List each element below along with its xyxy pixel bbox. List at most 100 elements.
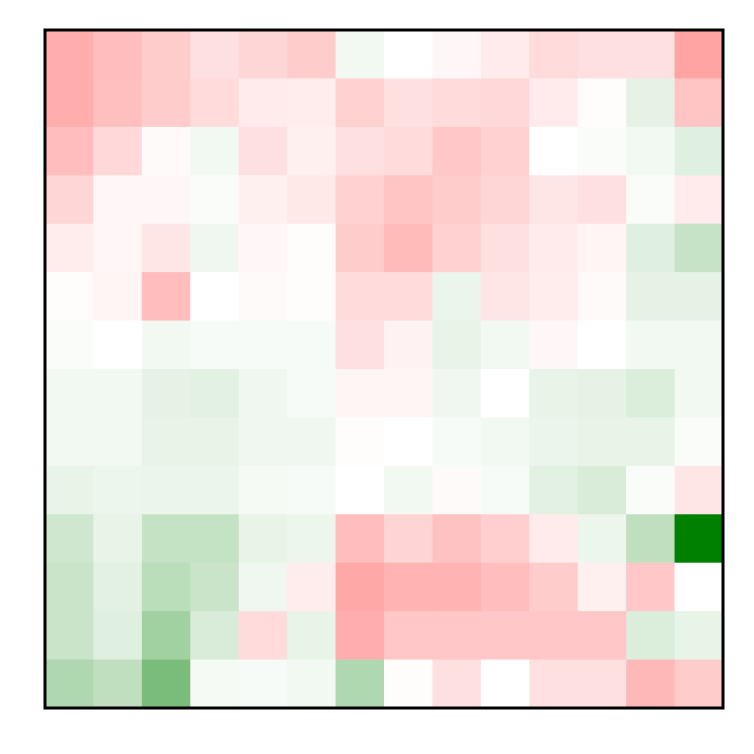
heatmap-cell-r13-c2 (141, 659, 191, 709)
heatmap-cell-r3-c2 (141, 175, 191, 225)
heatmap-cell-r10-c9 (480, 514, 530, 564)
heatmap-cell-r7-c1 (93, 369, 143, 419)
heatmap-cell-r3-c4 (238, 175, 288, 225)
heatmap-cells (45, 30, 724, 709)
heatmap-cell-r12-c6 (335, 611, 385, 661)
heatmap-cell-r11-c12 (626, 562, 676, 612)
heatmap-cell-r0-c5 (287, 30, 337, 80)
heatmap-cell-r4-c0 (45, 223, 95, 273)
heatmap-cell-r4-c8 (432, 223, 482, 273)
heatmap-cell-r5-c0 (45, 272, 95, 322)
heatmap-cell-r10-c8 (432, 514, 482, 564)
heatmap-cell-r0-c3 (190, 30, 240, 80)
heatmap-cell-r3-c12 (626, 175, 676, 225)
heatmap-cell-r8-c10 (529, 417, 579, 467)
heatmap-cell-r11-c5 (287, 562, 337, 612)
heatmap-cell-r10-c2 (141, 514, 191, 564)
heatmap-cell-r4-c1 (93, 223, 143, 273)
heatmap-cell-r12-c9 (480, 611, 530, 661)
heatmap-cell-r2-c2 (141, 126, 191, 176)
heatmap-cell-r8-c6 (335, 417, 385, 467)
heatmap-cell-r3-c11 (577, 175, 627, 225)
heatmap-cell-r8-c9 (480, 417, 530, 467)
heatmap-cell-r6-c12 (626, 320, 676, 370)
heatmap-cell-r8-c2 (141, 417, 191, 467)
heatmap-cell-r11-c3 (190, 562, 240, 612)
heatmap-cell-r5-c11 (577, 272, 627, 322)
heatmap-cell-r8-c4 (238, 417, 288, 467)
heatmap-cell-r1-c5 (287, 78, 337, 128)
heatmap-cell-r8-c5 (287, 417, 337, 467)
heatmap-cell-r10-c3 (190, 514, 240, 564)
heatmap-cell-r8-c7 (384, 417, 434, 467)
heatmap-cell-r2-c1 (93, 126, 143, 176)
heatmap-cell-r3-c10 (529, 175, 579, 225)
heatmap-cell-r12-c10 (529, 611, 579, 661)
heatmap-cell-r3-c8 (432, 175, 482, 225)
heatmap-cell-r11-c10 (529, 562, 579, 612)
heatmap-cell-r12-c2 (141, 611, 191, 661)
heatmap-cell-r13-c10 (529, 659, 579, 709)
heatmap-cell-r4-c10 (529, 223, 579, 273)
heatmap-cell-r0-c2 (141, 30, 191, 80)
heatmap-cell-r7-c5 (287, 369, 337, 419)
heatmap-cell-r7-c6 (335, 369, 385, 419)
heatmap-cell-r0-c11 (577, 30, 627, 80)
heatmap-cell-r10-c0 (45, 514, 95, 564)
heatmap-cell-r11-c1 (93, 562, 143, 612)
heatmap-cell-r5-c5 (287, 272, 337, 322)
heatmap-cell-r9-c12 (626, 465, 676, 515)
heatmap-cell-r1-c1 (93, 78, 143, 128)
heatmap-cell-r1-c4 (238, 78, 288, 128)
heatmap-cell-r7-c12 (626, 369, 676, 419)
heatmap-cell-r4-c4 (238, 223, 288, 273)
heatmap-cell-r1-c2 (141, 78, 191, 128)
heatmap-cell-r5-c1 (93, 272, 143, 322)
heatmap-cell-r10-c12 (626, 514, 676, 564)
heatmap-cell-r11-c7 (384, 562, 434, 612)
heatmap-cell-r1-c10 (529, 78, 579, 128)
heatmap-cell-r1-c9 (480, 78, 530, 128)
heatmap-cell-r6-c8 (432, 320, 482, 370)
heatmap-cell-r12-c12 (626, 611, 676, 661)
heatmap-cell-r12-c13 (674, 611, 724, 661)
heatmap-cell-r8-c8 (432, 417, 482, 467)
heatmap-cell-r6-c9 (480, 320, 530, 370)
heatmap-cell-r4-c13 (674, 223, 724, 273)
heatmap-cell-r0-c0 (45, 30, 95, 80)
heatmap-cell-r9-c3 (190, 465, 240, 515)
heatmap-cell-r4-c12 (626, 223, 676, 273)
heatmap-cell-r1-c7 (384, 78, 434, 128)
heatmap-cell-r7-c7 (384, 369, 434, 419)
heatmap-cell-r1-c11 (577, 78, 627, 128)
heatmap-cell-r4-c9 (480, 223, 530, 273)
heatmap-cell-r0-c7 (384, 30, 434, 80)
heatmap-cell-r6-c2 (141, 320, 191, 370)
heatmap-cell-r11-c0 (45, 562, 95, 612)
heatmap-cell-r11-c6 (335, 562, 385, 612)
heatmap-cell-r0-c9 (480, 30, 530, 80)
heatmap-cell-r5-c13 (674, 272, 724, 322)
heatmap-cell-r6-c1 (93, 320, 143, 370)
heatmap-cell-r2-c3 (190, 126, 240, 176)
heatmap-cell-r8-c1 (93, 417, 143, 467)
heatmap-cell-r3-c0 (45, 175, 95, 225)
heatmap-cell-r9-c5 (287, 465, 337, 515)
heatmap-cell-r5-c7 (384, 272, 434, 322)
heatmap-cell-r10-c10 (529, 514, 579, 564)
heatmap-cell-r1-c13 (674, 78, 724, 128)
heatmap-cell-r3-c5 (287, 175, 337, 225)
heatmap-cell-r9-c13 (674, 465, 724, 515)
heatmap-cell-r13-c3 (190, 659, 240, 709)
heatmap-cell-r7-c4 (238, 369, 288, 419)
heatmap-cell-r2-c10 (529, 126, 579, 176)
heatmap-cell-r6-c0 (45, 320, 95, 370)
heatmap-cell-r6-c3 (190, 320, 240, 370)
heatmap-cell-r1-c8 (432, 78, 482, 128)
heatmap-cell-r7-c0 (45, 369, 95, 419)
heatmap-cell-r11-c13 (674, 562, 724, 612)
heatmap-cell-r10-c5 (287, 514, 337, 564)
heatmap-cell-r10-c11 (577, 514, 627, 564)
heatmap-cell-r2-c11 (577, 126, 627, 176)
